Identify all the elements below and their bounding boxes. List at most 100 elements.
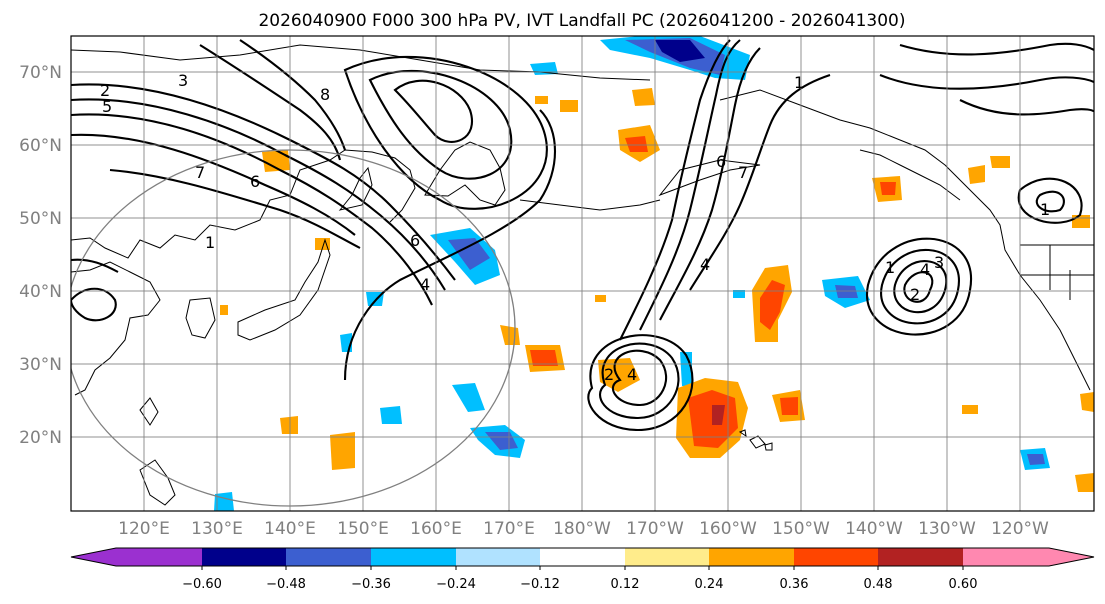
pv-contour <box>879 74 1094 90</box>
positive-anomaly-region <box>1075 473 1094 492</box>
positive-anomaly-core <box>880 182 896 195</box>
contour-label: 4 <box>627 365 637 384</box>
lon-label: 120°W <box>991 519 1049 539</box>
lat-label: 30°N <box>19 355 62 375</box>
pv-contour <box>393 79 473 143</box>
contour-label: 3 <box>178 71 188 90</box>
contour-label: 1 <box>885 258 895 277</box>
contour-label: 2 <box>910 285 920 304</box>
colorbar-segment <box>625 548 709 566</box>
lon-label: 180°W <box>553 519 611 539</box>
alaska-peninsula <box>658 159 761 197</box>
contour-label: 4 <box>700 255 710 274</box>
pv-contour <box>880 248 960 325</box>
kamchatka-coastline <box>424 141 506 206</box>
pv-contour <box>71 133 356 236</box>
colorbar-tick-label: −0.12 <box>520 577 560 592</box>
colorbar-segment <box>456 548 540 566</box>
positive-anomaly-region <box>632 88 655 106</box>
pv-contour <box>368 70 513 180</box>
lon-label: 130°W <box>918 519 976 539</box>
positive-anomaly-region <box>280 416 298 434</box>
negative-anomaly-core <box>1027 454 1045 465</box>
positive-anomaly-region <box>330 432 355 470</box>
lon-label: 130°E <box>191 519 243 539</box>
contour-label: 1 <box>205 233 215 252</box>
colorbar-segment <box>286 548 371 566</box>
map-frame <box>70 35 1095 512</box>
map-title: 2026040900 F000 300 hPa PV, IVT Landfall… <box>258 11 905 31</box>
china-coastline <box>71 261 161 396</box>
pv-contour <box>1035 190 1065 213</box>
contour-label: 4 <box>920 260 930 279</box>
colorbar-segment <box>371 548 456 566</box>
colorbar-segment <box>71 548 202 566</box>
pv-contour <box>903 271 934 303</box>
contour-label: 1 <box>794 73 804 92</box>
positive-anomaly-region <box>262 150 290 172</box>
latitude-labels: 70°N 60°N 50°N 40°N 30°N 20°N <box>19 63 62 448</box>
lat-label: 70°N <box>19 63 62 83</box>
lon-label: 140°E <box>264 519 316 539</box>
contour-label: 6 <box>410 231 420 250</box>
lon-label: 140°W <box>845 519 903 539</box>
pv-contour <box>71 258 119 273</box>
pv-contour <box>659 47 761 321</box>
lon-label: 170°W <box>626 519 684 539</box>
arctic-coastline <box>71 44 651 81</box>
contour-label: 4 <box>420 275 430 294</box>
positive-anomaly-region <box>1080 392 1094 412</box>
positive-anomaly-region <box>595 295 606 302</box>
colorbar-tick-label: 0.24 <box>695 577 724 592</box>
lon-label: 160°E <box>410 519 462 539</box>
positive-anomaly-region <box>598 358 640 392</box>
negative-anomaly-peak <box>655 40 705 62</box>
negative-anomaly-region <box>380 406 402 424</box>
positive-anomaly-region <box>962 405 978 414</box>
positive-anomaly-region <box>968 165 985 184</box>
north-america-coastline <box>719 89 1091 391</box>
contour-label: 7 <box>738 163 748 182</box>
positive-anomaly-region <box>535 96 548 104</box>
lat-label: 50°N <box>19 209 62 229</box>
pv-contour <box>893 260 948 314</box>
contour-label: 6 <box>250 172 260 191</box>
colorbar-segment <box>202 548 286 566</box>
taiwan-coastline <box>139 397 159 426</box>
pv-contour <box>71 287 117 322</box>
positive-anomaly-peak <box>712 405 725 425</box>
positive-anomaly-core <box>780 397 798 415</box>
colorbar-segment <box>540 548 625 566</box>
alaska-panhandle <box>859 149 961 201</box>
contour-label: 2 <box>604 365 614 384</box>
colorbar: −0.60 −0.48 −0.36 −0.24 −0.12 0.12 0.24 … <box>70 547 1095 592</box>
lat-label: 20°N <box>19 428 62 448</box>
contour-label: 3 <box>934 253 944 272</box>
korea-coastline <box>185 297 216 339</box>
pv-contour <box>866 237 973 336</box>
pv-contour <box>109 168 361 249</box>
negative-anomaly-region <box>452 383 485 412</box>
positive-anomaly-core <box>760 280 785 330</box>
pv-contour <box>899 42 1094 56</box>
colorbar-tick-label: 0.48 <box>864 577 893 592</box>
pv-contour <box>959 99 1094 116</box>
positive-anomaly-region <box>560 100 578 112</box>
pv-contours <box>71 39 1094 432</box>
positive-anomaly-region <box>220 305 228 315</box>
colorbar-tick-labels: −0.60 −0.48 −0.36 −0.24 −0.12 0.12 0.24 … <box>182 577 977 592</box>
coastlines <box>71 44 1094 506</box>
longitude-labels: 120°E 130°E 140°E 150°E 160°E 170°E 180°… <box>118 519 1049 539</box>
pv-contour <box>343 55 548 210</box>
positive-anomaly-core <box>625 136 648 152</box>
contour-label: 6 <box>716 152 726 171</box>
colorbar-tick-label: 0.36 <box>780 577 809 592</box>
positive-anomaly-region <box>990 156 1010 168</box>
lon-label: 150°E <box>337 519 389 539</box>
colorbar-segment <box>709 548 794 566</box>
contour-label: 7 <box>195 163 205 182</box>
colorbar-tick-label: −0.36 <box>351 577 391 592</box>
colorbar-tick-label: −0.60 <box>182 577 222 592</box>
pv-contour <box>1017 177 1083 224</box>
